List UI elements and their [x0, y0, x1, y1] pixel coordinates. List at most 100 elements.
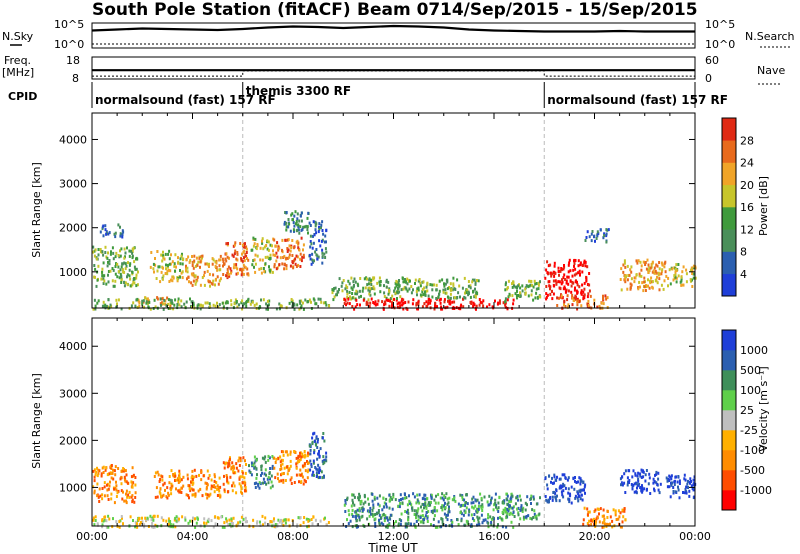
scatter-cell	[573, 296, 576, 300]
scatter-cell	[216, 275, 219, 279]
scatter-cell	[323, 439, 326, 443]
scatter-cell	[378, 523, 381, 526]
scatter-cell	[474, 282, 477, 286]
scatter-cell	[153, 475, 156, 478]
scatter-cell	[601, 521, 604, 525]
scatter-cell	[444, 501, 446, 505]
scatter-cell	[395, 298, 398, 302]
colorbar-segment	[722, 273, 736, 297]
scatter-cell	[415, 513, 418, 517]
scatter-cell	[425, 511, 428, 514]
scatter-cell	[268, 299, 271, 303]
scatter-cell	[525, 284, 528, 288]
scatter-cell	[676, 480, 679, 484]
scatter-cell	[561, 493, 564, 497]
scatter-cell	[232, 481, 235, 485]
scatter-cell	[626, 278, 629, 282]
scatter-cell	[674, 270, 677, 274]
scatter-cell	[286, 472, 289, 476]
scatter-cell	[309, 257, 312, 261]
scatter-cell	[218, 303, 221, 307]
scatter-cell	[376, 496, 379, 500]
scatter-cell	[402, 307, 405, 311]
scatter-cell	[350, 276, 353, 280]
scatter-cell	[570, 290, 573, 294]
colorbar-tick-label: 100	[740, 384, 761, 397]
scatter-cell	[233, 263, 236, 267]
scatter-cell	[549, 292, 552, 296]
scatter-cell	[643, 285, 646, 289]
scatter-cell	[190, 487, 193, 491]
scatter-cell	[312, 234, 314, 238]
scatter-cell	[268, 523, 271, 527]
scatter-cell	[567, 497, 570, 501]
scatter-cell	[530, 280, 533, 284]
scatter-cell	[107, 298, 110, 302]
scatter-cell	[532, 285, 535, 289]
scatter-cell	[508, 292, 511, 296]
scatter-cell	[322, 301, 325, 305]
scatter-cell	[96, 494, 99, 498]
scatter-cell	[406, 277, 409, 281]
scatter-cell	[368, 305, 371, 308]
scatter-cell	[640, 488, 643, 492]
scatter-cell	[550, 480, 552, 484]
scatter-cell	[451, 498, 454, 502]
scatter-cell	[132, 280, 135, 284]
scatter-cell	[511, 506, 514, 510]
scatter-cell	[286, 247, 289, 250]
scatter-cell	[131, 482, 134, 486]
scatter-cell	[314, 228, 317, 232]
scatter-cell	[102, 471, 105, 474]
scatter-cell	[314, 224, 317, 228]
scatter-cell	[134, 483, 137, 487]
scatter-cell	[656, 275, 658, 279]
scatter-cell	[293, 307, 296, 311]
scatter-cell	[302, 248, 304, 252]
scatter-cell	[398, 518, 401, 522]
scatter-cell	[429, 301, 432, 305]
scatter-cell	[639, 486, 642, 489]
scatter-cell	[292, 266, 295, 270]
scatter-cell	[472, 290, 474, 294]
scatter-cell	[383, 284, 385, 288]
scatter-cell	[503, 499, 506, 503]
scatter-cell	[596, 516, 599, 520]
scatter-cell	[383, 300, 386, 304]
scatter-cell	[399, 493, 402, 497]
scatter-cell	[574, 494, 577, 498]
scatter-cell	[519, 291, 521, 295]
scatter-cell	[601, 514, 604, 518]
scatter-cell	[530, 289, 533, 293]
scatter-cell	[586, 265, 589, 269]
scatter-cell	[101, 493, 104, 497]
scatter-cell	[315, 436, 318, 440]
scatter-cell	[107, 280, 110, 284]
scatter-cell	[289, 249, 292, 253]
scatter-cell	[233, 302, 236, 306]
scatter-cell	[632, 469, 635, 473]
scatter-cell	[688, 489, 691, 493]
scatter-cell	[161, 478, 164, 482]
scatter-cell	[225, 519, 228, 523]
scatter-cell	[547, 264, 550, 268]
scatter-cell	[96, 482, 99, 486]
scatter-cell	[371, 286, 374, 290]
scatter-cell	[189, 489, 192, 493]
scatter-cell	[315, 222, 318, 226]
scatter-cell	[239, 459, 242, 463]
scatter-cell	[148, 300, 151, 304]
scatter-cell	[206, 496, 209, 500]
scatter-cell	[477, 509, 480, 513]
scatter-cell	[344, 502, 347, 506]
scatter-cell	[225, 517, 228, 521]
scatter-cell	[670, 477, 673, 481]
scatter-cell	[177, 256, 179, 260]
scatter-cell	[435, 494, 437, 498]
scatter-cell	[239, 520, 242, 524]
scatter-cell	[310, 465, 313, 468]
scatter-cell	[571, 274, 574, 278]
scatter-cell	[313, 449, 316, 453]
scatter-cell	[310, 262, 313, 266]
scatter-cell	[390, 305, 393, 309]
